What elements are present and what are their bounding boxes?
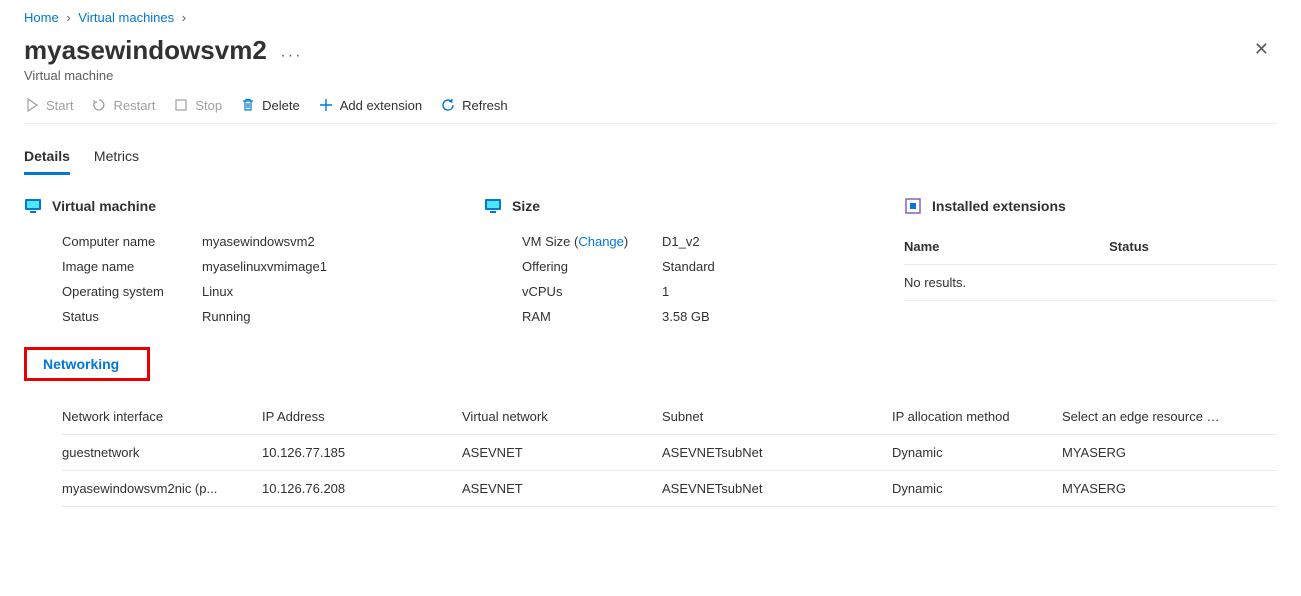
tab-details[interactable]: Details <box>24 142 70 175</box>
add-extension-button[interactable]: Add extension <box>318 97 422 113</box>
label-vmsize-suffix: ) <box>624 234 628 249</box>
stop-label: Stop <box>195 98 222 113</box>
start-label: Start <box>46 98 73 113</box>
breadcrumb-home[interactable]: Home <box>24 10 59 25</box>
extensions-heading: Installed extensions <box>932 198 1066 214</box>
cell-alloc: Dynamic <box>892 481 1062 496</box>
extensions-table: Name Status No results. <box>904 229 1277 301</box>
label-os: Operating system <box>62 284 202 299</box>
value-vcpus: 1 <box>662 284 669 299</box>
cell-iface: myasewindowsvm2nic (p... <box>62 481 262 496</box>
cell-subnet: ASEVNETsubNet <box>662 445 892 460</box>
page-subtitle: Virtual machine <box>24 68 302 83</box>
cell-ip: 10.126.76.208 <box>262 481 462 496</box>
net-col-subnet: Subnet <box>662 409 892 424</box>
networking-section-header[interactable]: Networking <box>24 347 150 381</box>
net-col-edge: Select an edge resource group <box>1062 409 1232 424</box>
trash-icon <box>240 97 256 113</box>
ext-col-name: Name <box>904 239 1109 254</box>
label-image: Image name <box>62 259 202 274</box>
restart-label: Restart <box>113 98 155 113</box>
ext-col-status: Status <box>1109 239 1277 254</box>
label-computer: Computer name <box>62 234 202 249</box>
breadcrumb: Home › Virtual machines › <box>24 8 1277 35</box>
value-offering: Standard <box>662 259 715 274</box>
page-header: myasewindowsvm2 ··· Virtual machine ✕ <box>24 35 1277 83</box>
label-vcpus: vCPUs <box>522 284 662 299</box>
net-col-ip: IP Address <box>262 409 462 424</box>
size-section-header: Size <box>484 197 864 215</box>
table-row[interactable]: myasewindowsvm2nic (p... 10.126.76.208 A… <box>62 471 1277 507</box>
cell-vnet: ASEVNET <box>462 445 662 460</box>
ext-no-results: No results. <box>904 265 1277 301</box>
toolbar: Start Restart Stop Delete Add extension … <box>24 83 1277 124</box>
delete-label: Delete <box>262 98 300 113</box>
value-image: myaselinuxvmimage1 <box>202 259 327 274</box>
refresh-label: Refresh <box>462 98 508 113</box>
change-link[interactable]: Change <box>578 234 624 249</box>
monitor-icon <box>24 197 42 215</box>
details-pane: Virtual machine Computer namemyasewindow… <box>24 175 1277 381</box>
net-col-vnet: Virtual network <box>462 409 662 424</box>
value-vmsize: D1_v2 <box>662 234 700 249</box>
vm-heading: Virtual machine <box>52 198 156 214</box>
restart-button[interactable]: Restart <box>91 97 155 113</box>
value-status: Running <box>202 309 250 324</box>
monitor-icon <box>484 197 502 215</box>
delete-button[interactable]: Delete <box>240 97 300 113</box>
chevron-right-icon: › <box>66 10 70 25</box>
label-ram: RAM <box>522 309 662 324</box>
networking-table: Network interface IP Address Virtual net… <box>24 399 1277 507</box>
table-row[interactable]: guestnetwork 10.126.77.185 ASEVNET ASEVN… <box>62 435 1277 471</box>
size-heading: Size <box>512 198 540 214</box>
play-icon <box>24 97 40 113</box>
tabs: Details Metrics <box>24 124 1277 175</box>
stop-icon <box>173 97 189 113</box>
breadcrumb-vms[interactable]: Virtual machines <box>78 10 174 25</box>
refresh-icon <box>440 97 456 113</box>
net-col-iface: Network interface <box>62 409 262 424</box>
cell-alloc: Dynamic <box>892 445 1062 460</box>
add-extension-label: Add extension <box>340 98 422 113</box>
tab-metrics[interactable]: Metrics <box>94 142 139 175</box>
label-vmsize: VM Size (Change) <box>522 234 662 249</box>
cell-subnet: ASEVNETsubNet <box>662 481 892 496</box>
page-title: myasewindowsvm2 <box>24 35 267 66</box>
cell-edge: MYASERG <box>1062 481 1232 496</box>
extension-icon <box>904 197 922 215</box>
networking-heading: Networking <box>43 356 119 372</box>
start-button[interactable]: Start <box>24 97 73 113</box>
value-ram: 3.58 GB <box>662 309 710 324</box>
stop-button[interactable]: Stop <box>173 97 222 113</box>
restart-icon <box>91 97 107 113</box>
net-col-alloc: IP allocation method <box>892 409 1062 424</box>
value-os: Linux <box>202 284 233 299</box>
label-status: Status <box>62 309 202 324</box>
cell-vnet: ASEVNET <box>462 481 662 496</box>
extensions-section-header: Installed extensions <box>904 197 1277 215</box>
plus-icon <box>318 97 334 113</box>
value-computer: myasewindowsvm2 <box>202 234 315 249</box>
vm-section-header: Virtual machine <box>24 197 444 215</box>
cell-ip: 10.126.77.185 <box>262 445 462 460</box>
refresh-button[interactable]: Refresh <box>440 97 508 113</box>
label-vmsize-prefix: VM Size ( <box>522 234 578 249</box>
more-icon[interactable]: ··· <box>280 47 302 64</box>
label-offering: Offering <box>522 259 662 274</box>
cell-edge: MYASERG <box>1062 445 1232 460</box>
cell-iface: guestnetwork <box>62 445 262 460</box>
chevron-right-icon: › <box>182 10 186 25</box>
close-icon[interactable]: ✕ <box>1246 35 1277 64</box>
